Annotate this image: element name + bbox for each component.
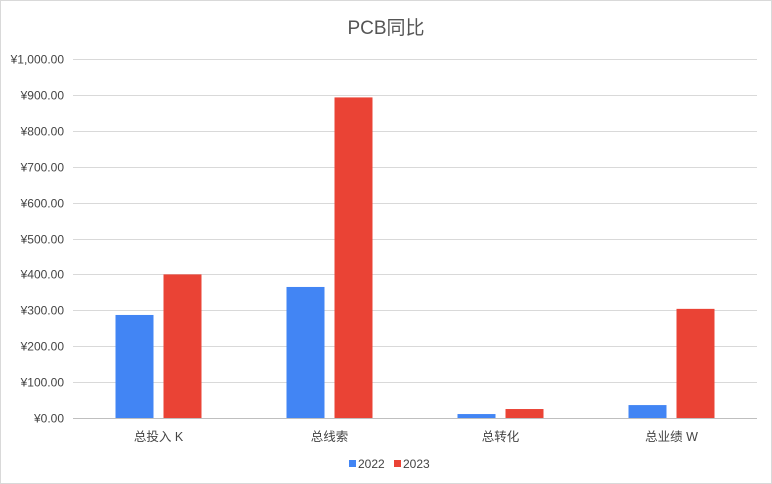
bar-2023-2 [505, 409, 544, 418]
legend-label: 2023 [403, 457, 430, 471]
y-tick-label: ¥200.00 [20, 340, 65, 354]
y-axis-ticks: ¥0.00 ¥100.00 ¥200.00 ¥300.00 ¥400.00 ¥500.00… [10, 53, 65, 426]
y-tick-label: ¥500.00 [20, 233, 65, 247]
bar-2023-0 [163, 274, 202, 418]
y-tick-label: ¥900.00 [20, 89, 65, 103]
legend-swatch-2022 [349, 460, 356, 467]
bar-2023-3 [676, 308, 715, 418]
y-tick-label: ¥600.00 [20, 197, 65, 211]
bar-2022-3 [628, 405, 667, 418]
x-tick-label: 总投入 K [134, 429, 184, 444]
bar-2022-2 [457, 414, 496, 418]
bar-2023-1 [334, 97, 373, 419]
legend: 2022 2023 [349, 457, 430, 471]
bars [115, 97, 715, 419]
legend-label: 2022 [358, 457, 385, 471]
x-axis-ticks: 总投入 K 总线索 总转化 总业绩 W [134, 429, 698, 444]
x-tick-label: 总业绩 W [645, 430, 698, 444]
legend-swatch-2023 [394, 460, 401, 467]
y-tick-label: ¥100.00 [20, 376, 65, 390]
y-tick-label: ¥300.00 [20, 304, 65, 318]
y-tick-label: ¥0.00 [33, 412, 64, 426]
y-tick-label: ¥400.00 [20, 268, 65, 282]
bar-2022-1 [286, 286, 325, 418]
chart-title: PCB同比 [347, 17, 424, 39]
y-tick-label: ¥800.00 [20, 125, 65, 139]
y-tick-label: ¥1,000.00 [10, 53, 65, 67]
y-tick-label: ¥700.00 [20, 161, 65, 175]
x-tick-label: 总转化 [482, 429, 520, 444]
x-tick-label: 总线索 [311, 430, 349, 444]
bar-2022-0 [115, 314, 154, 418]
